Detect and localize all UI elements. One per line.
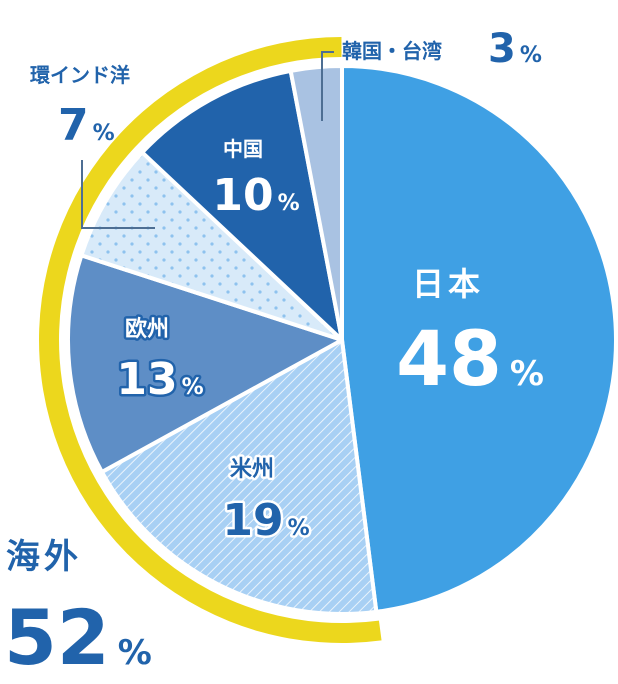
label-japan-value: 48%: [396, 314, 544, 403]
label-china-value: 10%: [212, 170, 299, 221]
label-indian-ocean-value: 7%: [58, 100, 115, 151]
label-americas-value: 19%: [222, 495, 309, 546]
slice-americas: [99, 338, 379, 616]
leader-korea-taiwan: [321, 51, 334, 121]
label-china-name: 中国: [223, 137, 263, 161]
leader-indian-ocean: [81, 160, 155, 229]
slice-china: [140, 68, 344, 342]
slice-europe: [66, 253, 344, 475]
label-europe-value: 13%: [116, 354, 203, 405]
slice-japan: [340, 64, 618, 614]
label-americas-name: 米州: [230, 457, 274, 482]
slice-korea-taiwan: [288, 64, 344, 342]
slice-indian-ocean: [79, 150, 344, 342]
label-japan-name: 日本: [412, 265, 484, 303]
label-korea-taiwan-value: 3%: [488, 26, 542, 72]
label-korea-taiwan-name: 韓国・台湾: [342, 39, 442, 63]
label-overseas-value: 52%: [4, 593, 152, 682]
label-europe-name: 欧州: [125, 316, 169, 342]
label-overseas-name: 海外: [6, 537, 82, 577]
label-indian-ocean-name: 環インド洋: [30, 63, 130, 87]
